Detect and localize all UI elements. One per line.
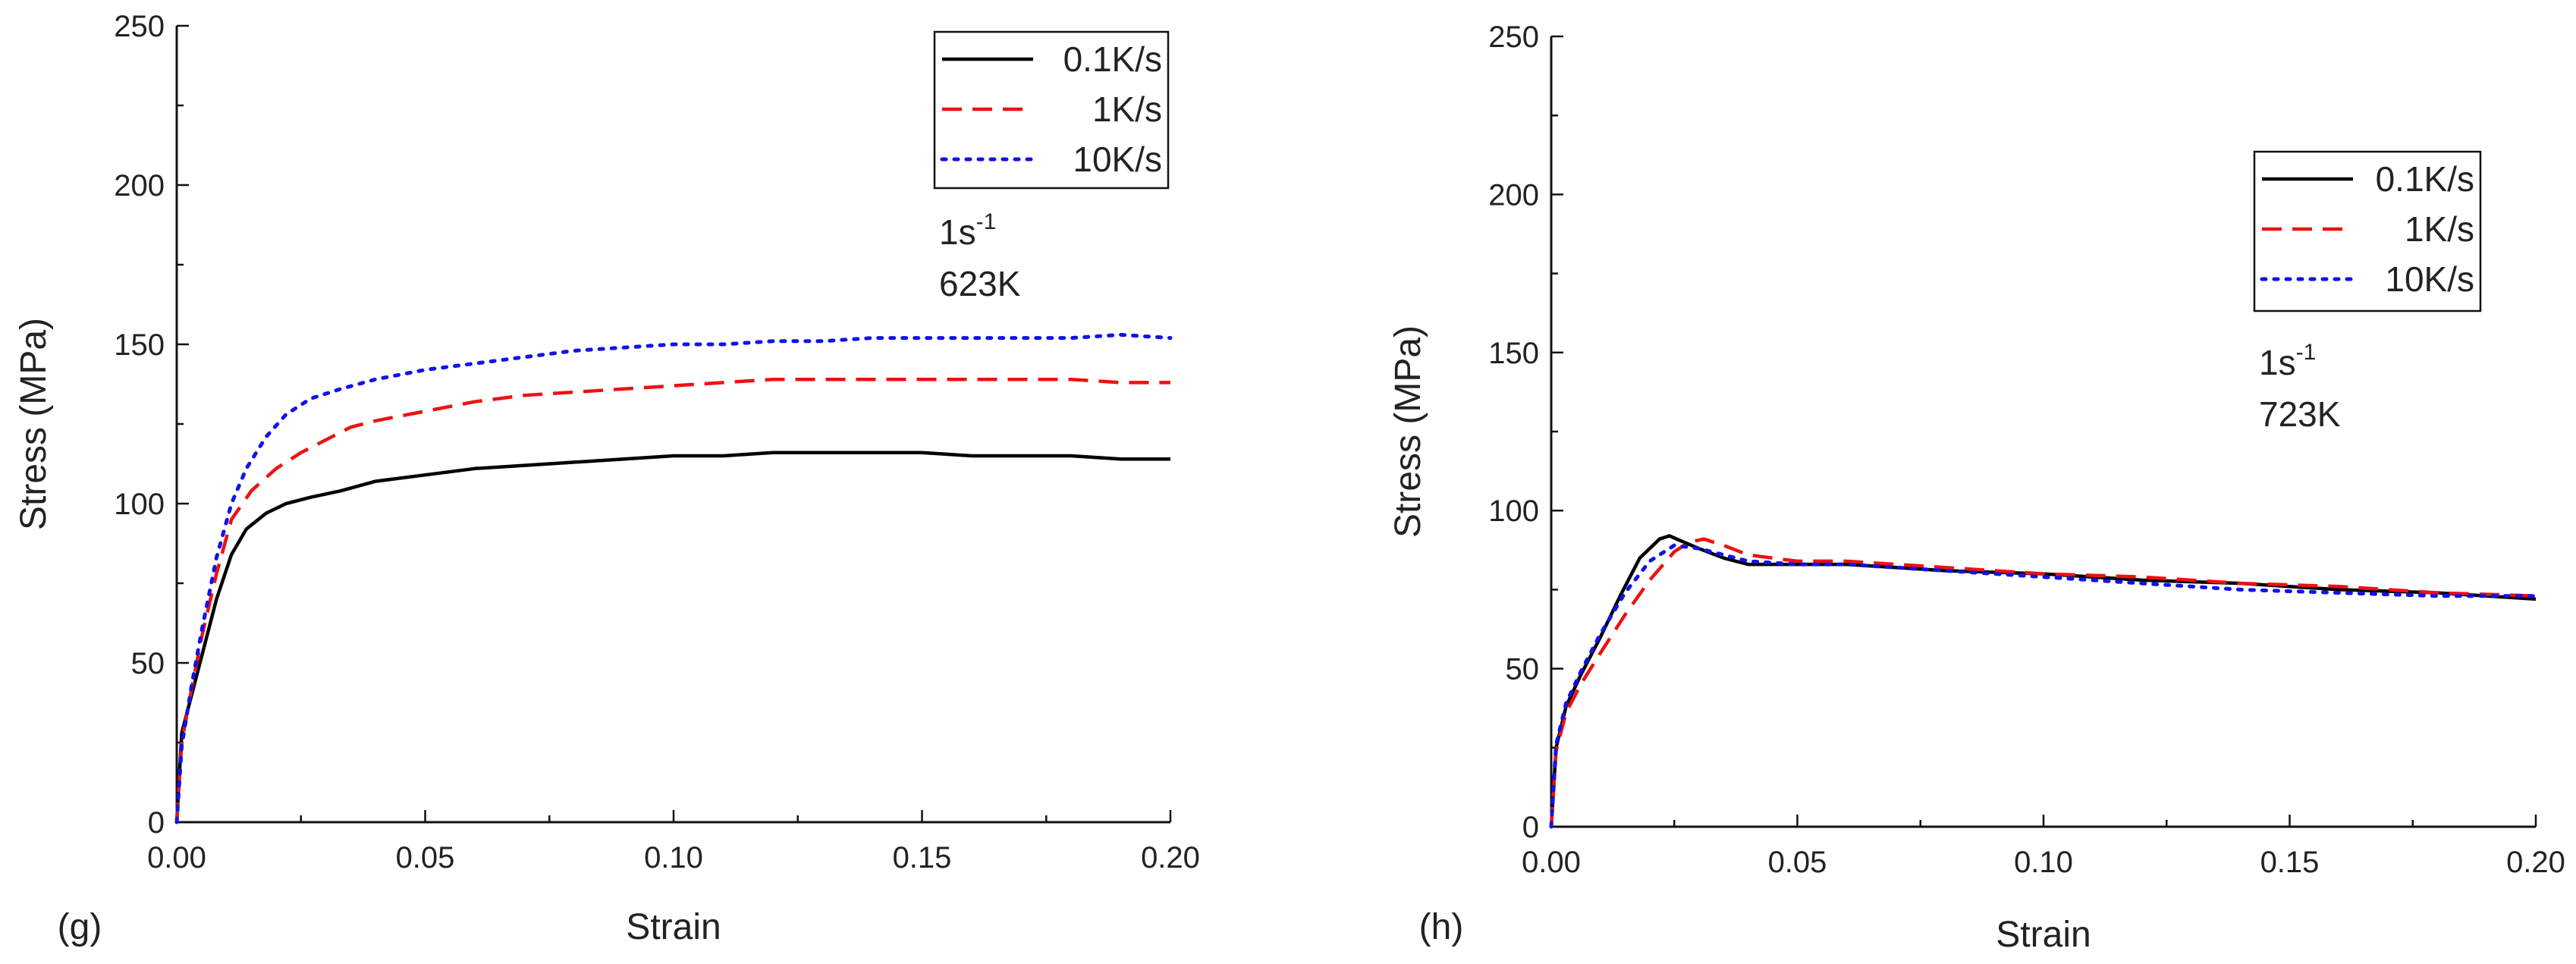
legend-label: 1K/s <box>1092 89 1162 129</box>
legend-label: 10K/s <box>2385 259 2474 299</box>
temperature-annotation: 623K <box>939 264 1021 303</box>
legend-label: 0.1K/s <box>2376 159 2474 199</box>
x-tick-label: 0.10 <box>2014 846 2073 879</box>
series-line-1k-s <box>174 377 1170 823</box>
chart-panel-h: 0 50 100 150 200 250 0.00 0.05 0.10 0.15 0.20 Strai… <box>1388 20 2565 955</box>
series-line-10k-s <box>174 332 1173 824</box>
y-tick-label: 250 <box>114 10 165 43</box>
series-line-1k-s <box>1549 537 2537 827</box>
x-tick-label: 0.15 <box>2260 846 2320 879</box>
y-tick-label: 100 <box>114 488 165 521</box>
chart-panel-g: 0 50 100 150 200 250 0.00 0.05 0.10 0.15 0.20 Strai… <box>14 10 1200 947</box>
strain-rate-annotation: 1s-1 <box>2259 340 2316 382</box>
y-tick-label: 250 <box>1488 20 1539 54</box>
strain-rate-annotation: 1s-1 <box>939 209 996 252</box>
y-tick-label: 150 <box>1488 337 1539 370</box>
y-tick-label: 200 <box>114 169 165 203</box>
y-tick-label: 100 <box>1488 495 1539 528</box>
y-tick-label: 0 <box>1522 811 1539 844</box>
x-tick-label: 0.20 <box>1141 841 1200 875</box>
x-tick-label: 0.20 <box>2506 846 2565 879</box>
x-axis-title: Strain <box>1996 915 2091 955</box>
x-tick-label: 0.05 <box>1768 846 1827 879</box>
strain-rate-exponent: -1 <box>2296 340 2317 365</box>
legend-label: 10K/s <box>1073 140 1162 179</box>
x-tick-label: 0.10 <box>644 841 703 875</box>
x-tick-label: 0.15 <box>893 841 952 875</box>
strain-rate-base: 1s <box>939 212 976 252</box>
y-tick-label: 0 <box>148 806 165 840</box>
x-axis-title: Strain <box>626 907 721 947</box>
series-line-0-1k-s <box>1549 534 2537 827</box>
legend-label: 1K/s <box>2405 209 2474 249</box>
temperature-annotation: 723K <box>2259 394 2341 434</box>
series-line-0-1k-s <box>174 451 1170 823</box>
x-tick-label: 0.00 <box>1522 846 1581 879</box>
strain-rate-base: 1s <box>2259 343 2296 382</box>
legend-label: 0.1K/s <box>1063 39 1162 79</box>
y-tick-label: 50 <box>1506 653 1540 686</box>
y-axis-title: Stress (MPa) <box>14 318 54 530</box>
panel-label: (h) <box>1419 907 1464 947</box>
x-tick-label: 0.05 <box>396 841 455 875</box>
y-tick-label: 50 <box>131 647 165 680</box>
y-tick-label: 150 <box>114 328 165 362</box>
y-axis-title: Stress (MPa) <box>1388 325 1428 538</box>
panel-label: (g) <box>58 907 102 947</box>
series-line-10k-s <box>1549 543 2538 829</box>
x-tick-label: 0.00 <box>147 841 206 875</box>
y-tick-label: 200 <box>1488 178 1539 212</box>
strain-rate-exponent: -1 <box>976 209 997 234</box>
